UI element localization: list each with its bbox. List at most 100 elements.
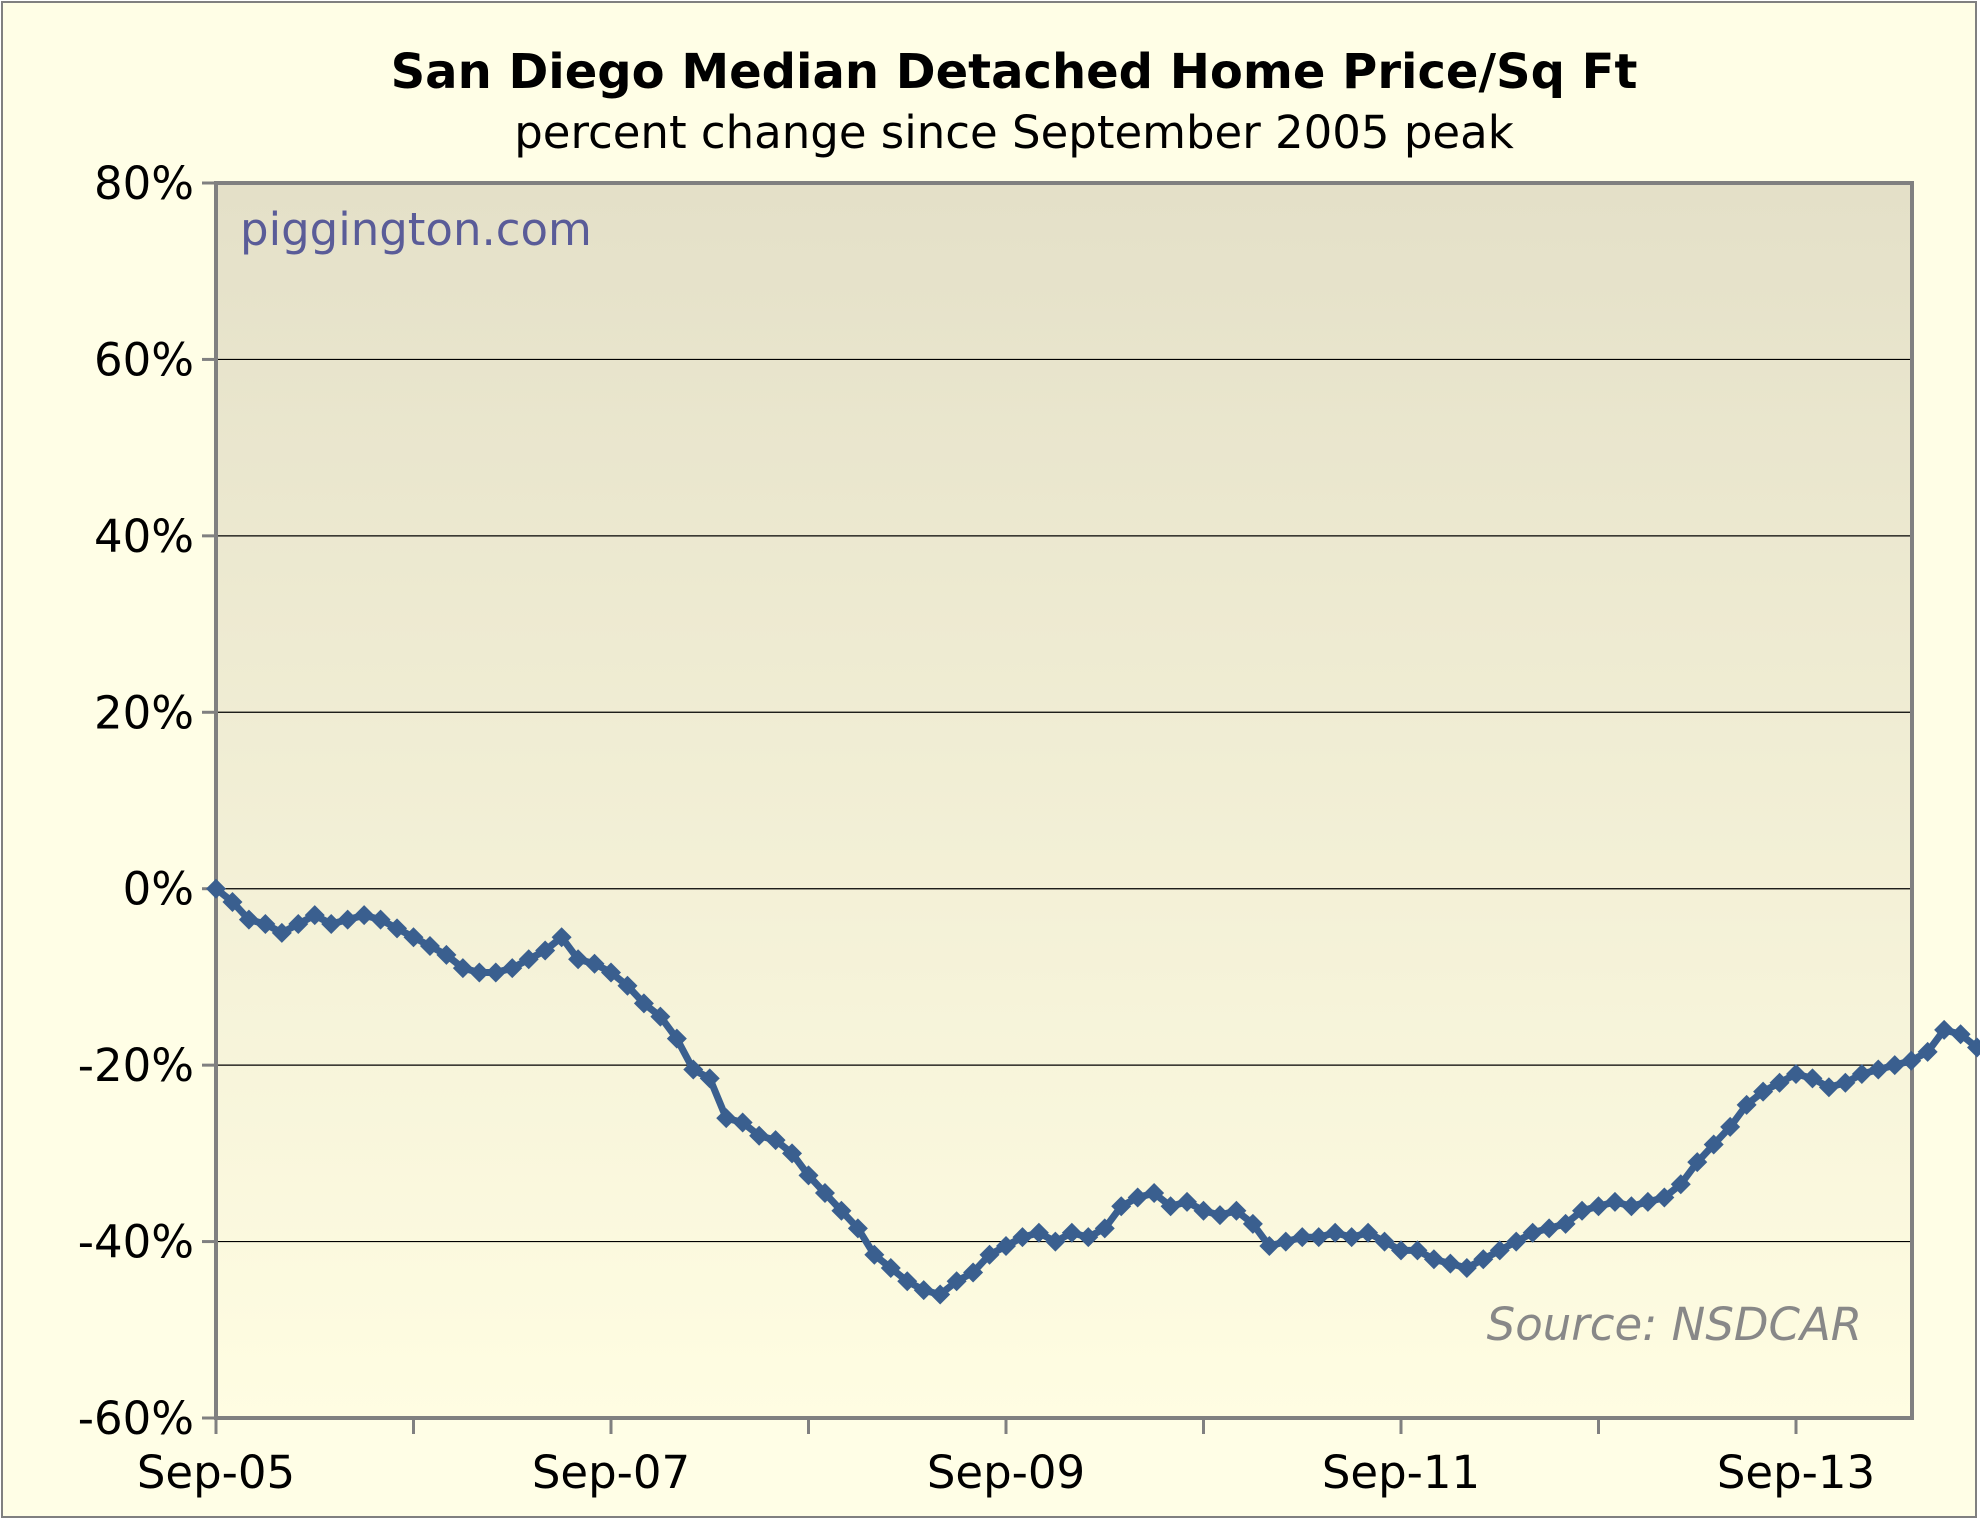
data-point xyxy=(1522,1222,1543,1243)
data-point xyxy=(814,1183,835,1204)
data-point xyxy=(880,1258,901,1279)
data-point xyxy=(1440,1253,1461,1274)
data-point xyxy=(1917,1041,1938,1062)
data-point xyxy=(1374,1231,1395,1252)
data-point xyxy=(1358,1222,1379,1243)
x-tick-label: Sep-07 xyxy=(532,1446,690,1499)
data-point xyxy=(864,1244,885,1265)
data-point xyxy=(469,962,490,983)
data-point xyxy=(782,1143,803,1164)
x-tick-label: Sep-09 xyxy=(927,1446,1085,1499)
data-point xyxy=(1950,1024,1971,1045)
x-axis: Sep-05Sep-07Sep-09Sep-11Sep-13Sep-15Sep-… xyxy=(137,1418,1875,1499)
data-point xyxy=(1456,1258,1477,1279)
data-point xyxy=(1786,1063,1806,1084)
y-tick-label: -20% xyxy=(78,1039,194,1092)
data-point xyxy=(222,891,243,912)
data-point xyxy=(518,949,539,970)
data-point xyxy=(1736,1094,1757,1115)
data-point xyxy=(1341,1227,1362,1248)
data-point xyxy=(1604,1191,1625,1212)
data-point xyxy=(403,927,424,948)
data-point xyxy=(1670,1174,1691,1195)
data-point xyxy=(1967,1037,1980,1058)
data-point xyxy=(288,914,309,934)
y-tick-label: 40% xyxy=(94,510,194,563)
data-point xyxy=(765,1130,786,1151)
chart-subtitle: percent change since September 2005 peak xyxy=(514,106,1514,159)
data-point xyxy=(1061,1222,1082,1243)
data-point xyxy=(699,1068,720,1089)
data-point xyxy=(1473,1249,1494,1270)
data-point xyxy=(1868,1059,1889,1080)
data-point xyxy=(370,909,391,930)
data-point xyxy=(354,905,375,926)
data-point xyxy=(1489,1240,1510,1261)
data-point xyxy=(913,1280,934,1301)
data-point xyxy=(551,927,572,948)
data-point xyxy=(419,936,440,957)
data-point xyxy=(847,1218,868,1239)
data-point xyxy=(568,949,589,970)
data-point xyxy=(946,1271,967,1292)
data-point xyxy=(1308,1227,1329,1248)
data-point xyxy=(1078,1227,1099,1248)
data-point xyxy=(271,922,292,943)
data-point xyxy=(1407,1240,1428,1261)
data-point xyxy=(1555,1213,1576,1234)
data-point xyxy=(617,975,638,996)
y-axis: 80% 60% 40% 20% 0% -20% -40% -60% xyxy=(78,157,216,1445)
data-point xyxy=(1325,1222,1346,1243)
data-point xyxy=(1259,1235,1280,1256)
data-point xyxy=(633,993,654,1014)
data-point xyxy=(1275,1231,1296,1252)
data-point xyxy=(1572,1200,1593,1221)
data-point xyxy=(387,918,408,939)
data-point xyxy=(963,1262,984,1283)
data-point xyxy=(930,1284,951,1305)
data-point xyxy=(1884,1055,1905,1076)
data-point xyxy=(897,1271,918,1292)
data-point xyxy=(1588,1196,1609,1217)
data-point xyxy=(1292,1227,1313,1248)
data-point xyxy=(1045,1231,1066,1252)
data-point xyxy=(683,1059,704,1080)
data-point xyxy=(452,958,473,979)
data-point xyxy=(1835,1072,1856,1093)
x-tick-label: Sep-05 xyxy=(137,1446,295,1499)
data-point xyxy=(1637,1191,1658,1212)
data-point xyxy=(1127,1187,1148,1208)
plot-border xyxy=(214,181,1914,1420)
data-point xyxy=(1851,1063,1872,1084)
data-point xyxy=(255,914,276,934)
data-point xyxy=(732,1112,753,1133)
data-point xyxy=(1193,1200,1214,1221)
data-point xyxy=(1703,1134,1724,1155)
data-point xyxy=(1769,1072,1790,1093)
x-tick-label: Sep-13 xyxy=(1717,1446,1875,1499)
data-point xyxy=(238,909,259,930)
data-point xyxy=(1144,1183,1165,1204)
data-point xyxy=(1506,1231,1527,1252)
data-point xyxy=(1177,1191,1198,1212)
data-point xyxy=(1094,1218,1115,1239)
y-tick-label: 80% xyxy=(94,157,194,210)
data-point xyxy=(1720,1116,1741,1137)
data-point xyxy=(1111,1196,1132,1217)
data-point xyxy=(1539,1218,1560,1239)
series-layer xyxy=(206,878,1980,1305)
source-note: Source: NSDCAR xyxy=(1487,1298,1862,1351)
data-point xyxy=(1242,1213,1263,1234)
data-point xyxy=(502,958,523,979)
y-tick-label: 60% xyxy=(94,333,194,386)
watermark-text: piggington.com xyxy=(240,203,592,256)
data-point xyxy=(1160,1196,1181,1217)
data-point xyxy=(601,962,621,983)
data-point xyxy=(304,905,325,926)
data-point xyxy=(749,1125,770,1146)
data-point xyxy=(535,940,556,961)
data-point xyxy=(337,909,358,930)
data-point xyxy=(1209,1205,1230,1226)
